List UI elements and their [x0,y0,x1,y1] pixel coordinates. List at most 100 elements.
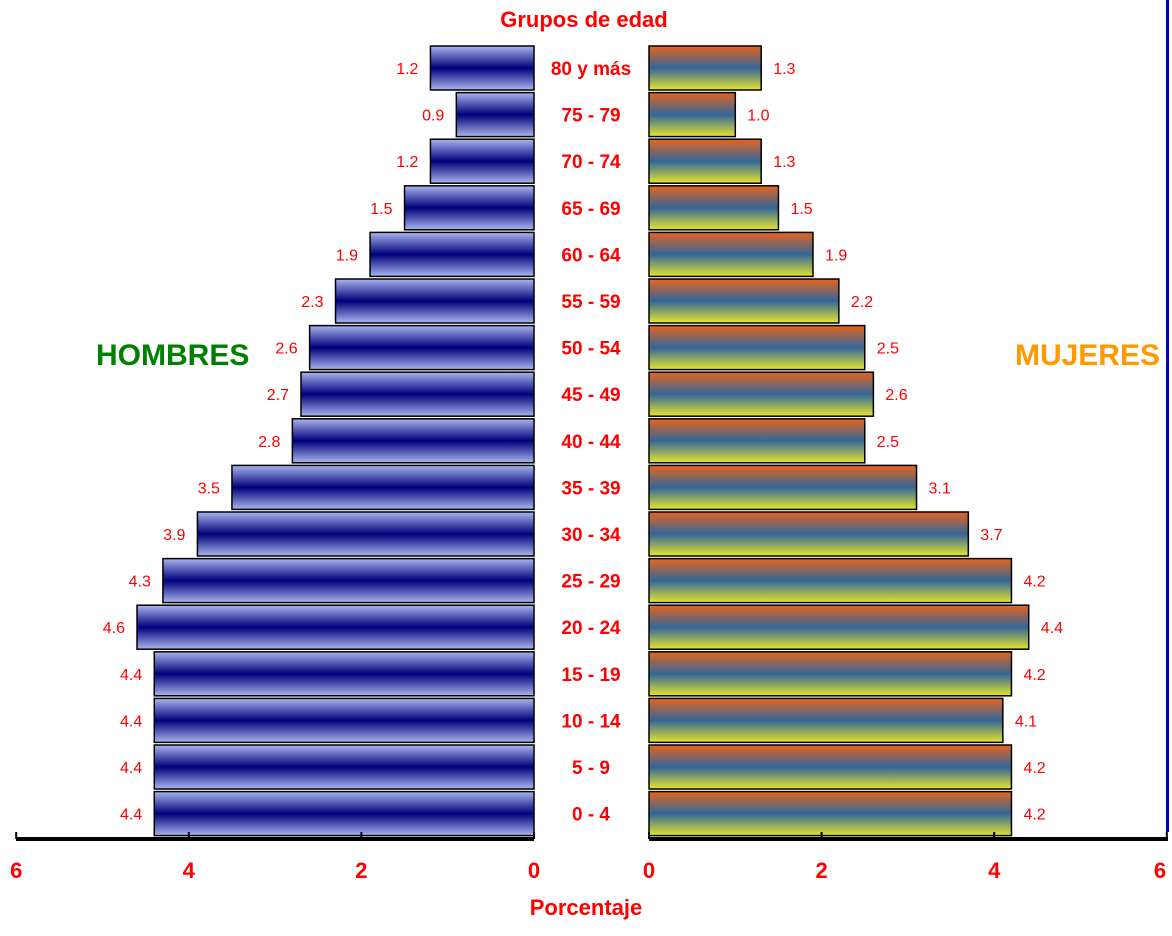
value-label-mujeres: 1.3 [773,61,795,78]
category-label: 80 y más [551,59,631,80]
category-label: 5 - 9 [572,758,610,779]
value-label-mujeres: 1.3 [773,154,795,171]
value-label-mujeres: 4.2 [1023,807,1045,824]
value-label-hombres: 2.7 [267,387,289,404]
x-axis-label: Porcentaje [530,895,643,920]
bar-hombres-11 [334,278,535,324]
bars-mujeres [648,45,1030,837]
value-label-hombres: 2.3 [301,294,323,311]
value-label-hombres: 4.4 [120,760,142,777]
bar-hombres-4 [136,604,535,650]
category-label: 30 - 34 [561,525,621,546]
tick-label-right: 0 [643,858,655,883]
value-label-hombres: 1.2 [396,154,418,171]
bar-mujeres-11 [648,278,840,324]
value-label-mujeres: 1.5 [790,201,812,218]
chart-title: Grupos de edad [500,7,667,32]
value-label-mujeres: 4.2 [1023,760,1045,777]
bar-hombres-5 [162,557,535,604]
value-label-mujeres: 4.2 [1023,574,1045,591]
axis-ticks: 6 4 2 0 0 2 4 6 [10,832,1168,883]
bar-hombres-7 [231,464,535,511]
value-label-hombres: 4.4 [120,713,142,730]
bar-mujeres-13 [648,185,780,231]
value-label-hombres: 1.5 [370,201,392,218]
value-label-mujeres: 4.1 [1015,713,1037,730]
bar-mujeres-2 [648,697,1004,744]
series-label-hombres: HOMBRES [96,339,249,372]
value-label-mujeres: 2.5 [877,434,899,451]
category-label: 20 - 24 [561,618,621,639]
right-border-line [1166,0,1169,832]
value-label-mujeres: 2.5 [877,341,899,358]
value-label-mujeres: 4.4 [1041,620,1063,637]
category-label: 10 - 14 [561,711,621,732]
value-label-hombres: 3.5 [198,480,220,497]
value-label-hombres: 1.9 [336,247,358,264]
value-label-hombres: 4.4 [120,807,142,824]
category-label: 75 - 79 [561,106,620,127]
bar-mujeres-6 [648,511,970,557]
tick-label-left: 0 [528,858,540,883]
category-label: 45 - 49 [561,385,620,406]
bar-hombres-12 [369,231,535,278]
value-label-hombres: 0.9 [422,108,444,125]
value-labels: 1.2 1.3 0.9 1.0 1.2 1.3 1.5 1.5 1.9 1.9 2.3 2.2 2.6 2… [103,61,1063,824]
value-label-hombres: 1.2 [396,61,418,78]
category-label: 65 - 69 [561,199,620,220]
value-label-mujeres: 2.2 [851,294,873,311]
tick-label-left: 4 [183,858,196,883]
value-label-hombres: 3.9 [163,527,185,544]
value-label-mujeres: 4.2 [1023,667,1045,684]
bar-hombres-1 [153,744,535,790]
value-label-hombres: 2.8 [258,434,280,451]
value-label-hombres: 4.3 [129,574,151,591]
tick-label-right: 6 [1154,858,1166,883]
value-label-mujeres: 3.7 [980,527,1002,544]
bar-hombres-15 [455,91,535,138]
bar-mujeres-4 [648,604,1030,650]
tick-label-right: 4 [988,858,1001,883]
bar-mujeres-0 [648,790,1013,837]
bar-hombres-6 [196,511,535,557]
bar-hombres-13 [403,185,535,231]
value-label-hombres: 4.6 [103,620,125,637]
bar-hombres-0 [153,790,535,837]
bar-mujeres-14 [648,138,762,184]
category-label: 0 - 4 [572,805,610,826]
value-label-mujeres: 3.1 [929,480,951,497]
tick-label-left: 6 [10,858,22,883]
category-label: 60 - 64 [561,245,621,266]
category-label: 35 - 39 [561,478,620,499]
category-label: 40 - 44 [561,432,621,453]
bar-mujeres-9 [648,371,875,417]
bar-mujeres-7 [648,464,918,511]
bar-hombres-2 [153,697,535,744]
category-label: 25 - 29 [561,572,620,593]
bar-hombres-10 [308,324,535,371]
category-label: 50 - 54 [561,339,621,360]
category-label: 55 - 59 [561,292,620,313]
bar-hombres-9 [300,371,535,417]
bar-mujeres-10 [648,324,866,371]
category-labels: 80 y más 75 - 79 70 - 74 65 - 69 60 - 64 55 -… [551,59,631,826]
value-label-hombres: 2.6 [275,341,297,358]
category-label: 70 - 74 [561,152,621,173]
value-label-mujeres: 2.6 [885,387,907,404]
bar-mujeres-5 [648,557,1013,604]
bar-mujeres-8 [648,418,866,464]
category-label: 15 - 19 [561,665,620,686]
bar-mujeres-16 [648,45,762,91]
bar-mujeres-15 [648,91,737,138]
series-label-mujeres: MUJERES [1015,339,1160,372]
tick-label-left: 2 [355,858,367,883]
value-label-hombres: 4.4 [120,667,142,684]
tick-label-right: 2 [815,858,827,883]
value-label-mujeres: 1.9 [825,247,847,264]
bar-hombres-3 [153,651,535,697]
bar-mujeres-12 [648,231,814,278]
value-label-mujeres: 1.0 [747,108,769,125]
bar-mujeres-1 [648,744,1013,790]
bar-mujeres-3 [648,651,1013,697]
